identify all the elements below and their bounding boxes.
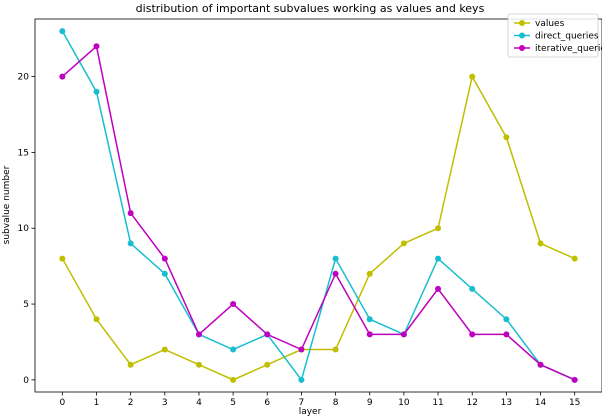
x-tick-label: 14 xyxy=(535,398,547,408)
legend: values direct_queries iterative_queries xyxy=(507,13,602,58)
y-axis-label: subvalue number xyxy=(2,165,12,244)
plot-area-frame xyxy=(34,18,602,393)
series-line-values xyxy=(61,74,575,381)
data-point-iterative-queries xyxy=(366,331,373,338)
data-point-values xyxy=(127,361,134,368)
series-values xyxy=(59,73,578,383)
data-point-iterative-queries xyxy=(537,361,544,368)
data-point-iterative-queries xyxy=(503,331,510,338)
data-point-iterative-queries xyxy=(264,331,271,338)
x-tick-label: 4 xyxy=(196,398,202,408)
data-point-direct-queries xyxy=(503,316,510,323)
y-tick-label: 15 xyxy=(18,148,29,158)
data-point-direct-queries xyxy=(298,376,305,383)
y-tick-label: 20 xyxy=(18,73,30,83)
x-axis: 0 1 2 3 4 5 6 7 8 9 10 11 12 13 14 15 xyxy=(59,392,580,408)
data-point-values xyxy=(264,361,271,368)
data-point-direct-queries xyxy=(127,240,134,247)
data-point-values xyxy=(435,225,442,232)
data-point-iterative-queries xyxy=(59,73,66,80)
series-direct-queries xyxy=(59,28,578,383)
data-point-iterative-queries xyxy=(93,43,100,50)
data-point-direct-queries xyxy=(332,255,339,262)
data-point-iterative-queries xyxy=(230,301,237,308)
data-point-direct-queries xyxy=(59,28,66,35)
data-point-values xyxy=(571,255,578,262)
x-tick-label: 6 xyxy=(264,398,270,408)
x-tick-label: 11 xyxy=(432,398,443,408)
legend-label: values xyxy=(535,19,565,29)
data-point-iterative-queries xyxy=(435,285,442,292)
data-point-values xyxy=(332,346,339,353)
x-tick-label: 7 xyxy=(299,398,305,408)
data-point-iterative-queries xyxy=(400,331,407,338)
data-point-iterative-queries xyxy=(127,210,134,217)
data-point-iterative-queries xyxy=(571,376,578,383)
series-line-direct-queries xyxy=(61,30,575,382)
x-tick-label: 5 xyxy=(230,398,236,408)
legend-swatch-marker xyxy=(519,32,525,39)
data-point-values xyxy=(230,376,237,383)
data-point-values xyxy=(469,73,476,80)
data-point-values xyxy=(161,346,168,353)
chart-title: distribution of important subvalues work… xyxy=(136,2,485,15)
data-point-direct-queries xyxy=(230,346,237,353)
series-layer xyxy=(59,28,578,383)
y-tick-label: 5 xyxy=(23,300,29,310)
data-point-direct-queries xyxy=(161,270,168,277)
data-point-direct-queries xyxy=(366,316,373,323)
series-line-iterative-queries xyxy=(61,44,575,381)
data-point-direct-queries xyxy=(435,255,442,262)
data-point-values xyxy=(366,270,373,277)
x-axis-label: layer xyxy=(299,407,322,417)
x-tick-label: 1 xyxy=(94,398,100,408)
data-point-values xyxy=(195,361,202,368)
legend-frame xyxy=(507,13,599,58)
data-point-iterative-queries xyxy=(332,270,339,277)
data-point-direct-queries xyxy=(469,285,476,292)
x-tick-label: 2 xyxy=(128,398,134,408)
data-point-values xyxy=(93,316,100,323)
data-point-direct-queries xyxy=(93,88,100,95)
y-tick-label: 0 xyxy=(23,376,29,386)
legend-item-direct-queries: direct_queries xyxy=(514,32,599,42)
y-tick-label: 10 xyxy=(18,224,30,234)
data-point-iterative-queries xyxy=(298,346,305,353)
data-point-values xyxy=(59,255,66,262)
x-tick-label: 15 xyxy=(569,398,580,408)
data-point-iterative-queries xyxy=(161,255,168,262)
legend-label: iterative_queries xyxy=(535,44,602,54)
data-point-iterative-queries xyxy=(469,331,476,338)
data-point-values xyxy=(537,240,544,247)
x-tick-label: 10 xyxy=(398,398,410,408)
legend-item-iterative-queries: iterative_queries xyxy=(514,44,602,54)
data-point-values xyxy=(503,134,510,141)
x-tick-label: 9 xyxy=(367,398,373,408)
data-point-values xyxy=(400,240,407,247)
x-tick-label: 12 xyxy=(466,398,477,408)
x-tick-label: 13 xyxy=(501,398,512,408)
y-axis: 0 5 10 15 20 xyxy=(18,73,35,386)
legend-item-values: values xyxy=(514,19,565,29)
series-iterative-queries xyxy=(59,43,578,383)
x-tick-label: 8 xyxy=(333,398,339,408)
legend-swatch-marker xyxy=(519,20,525,26)
x-tick-label: 3 xyxy=(162,398,168,408)
legend-label: direct_queries xyxy=(535,32,599,42)
legend-swatch-marker xyxy=(519,45,525,51)
data-point-iterative-queries xyxy=(195,331,202,338)
x-tick-label: 0 xyxy=(59,398,65,408)
